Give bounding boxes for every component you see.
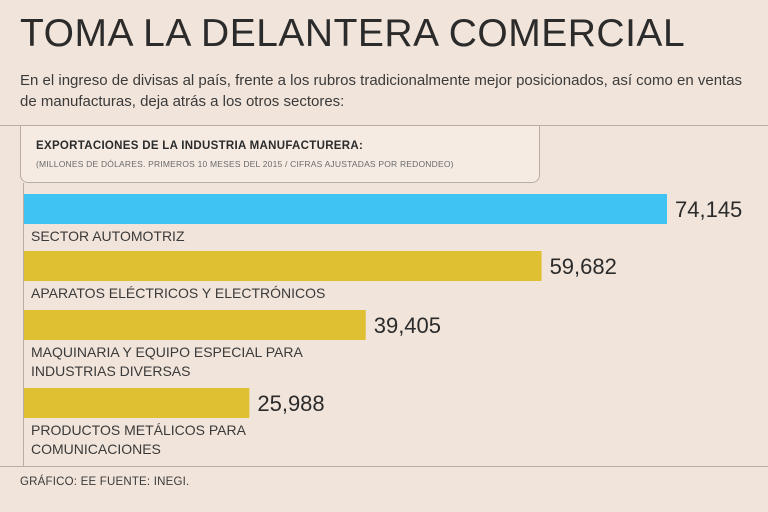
page-subtitle: En el ingreso de divisas al país, frente…: [20, 72, 743, 110]
bar-value-2: 39,405: [374, 313, 441, 338]
bar-2: [24, 310, 366, 340]
bar-label-0-0: SECTOR AUTOMOTRIZ: [31, 228, 185, 244]
bar-label-1-0: APARATOS ELÉCTRICOS Y ELECTRÓNICOS: [31, 285, 325, 301]
source-credit: GRÁFICO: EE FUENTE: INEGI.: [20, 476, 190, 488]
chart-title: EXPORTACIONES DE LA INDUSTRIA MANUFACTUR…: [36, 140, 364, 152]
bar-label-3-1: COMUNICACIONES: [31, 441, 161, 457]
bar-label-2-0: MAQUINARIA Y EQUIPO ESPECIAL PARA: [31, 344, 303, 360]
bar-value-3: 25,988: [257, 391, 324, 416]
top-divider: [0, 125, 768, 126]
bar-value-1: 59,682: [550, 254, 617, 279]
chart-title-box: [20, 126, 540, 183]
bar-3: [24, 388, 250, 418]
chart-subtitle: (MILLONES DE DÓLARES. PRIMEROS 10 MESES …: [36, 159, 454, 169]
bar-0: [24, 194, 667, 224]
bar-value-0: 74,145: [675, 197, 742, 222]
bar-1: [24, 251, 542, 281]
bottom-divider: [0, 466, 768, 467]
bar-label-3-0: PRODUCTOS METÁLICOS PARA: [31, 422, 247, 438]
bar-label-2-1: INDUSTRIAS DIVERSAS: [31, 363, 190, 379]
chart-axis-line: [23, 183, 24, 466]
page-title: TOMA LA DELANTERA COMERCIAL: [20, 12, 686, 55]
